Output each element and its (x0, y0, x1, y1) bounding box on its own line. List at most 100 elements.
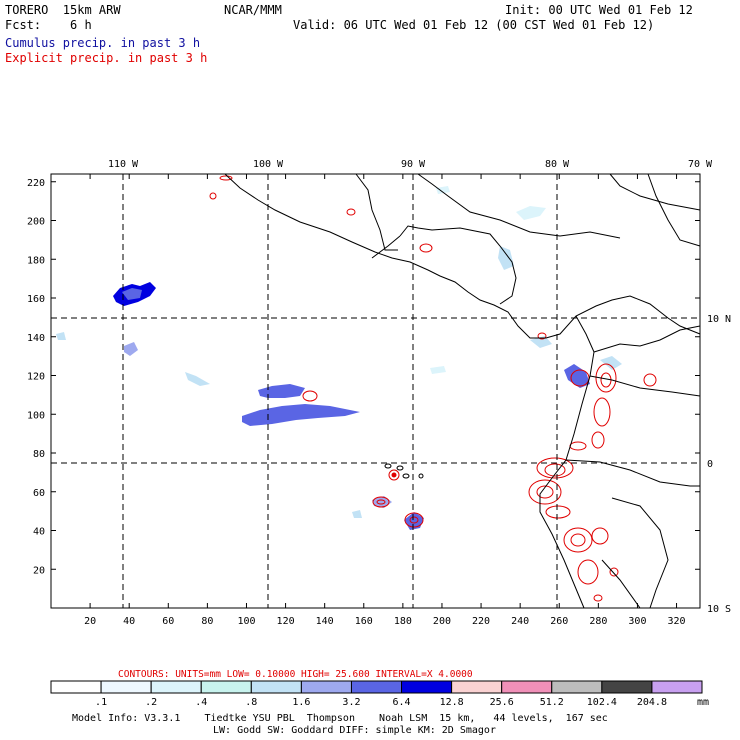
x-tick-label: 200 (433, 616, 451, 627)
cumulus-blob (258, 384, 305, 398)
explicit-contour (544, 463, 566, 477)
cumulus-blob (242, 404, 360, 426)
colorbar-label: 204.8 (637, 697, 667, 708)
model-physics: LW: Godd SW: Goddard DIFF: simple KM: 2D… (213, 725, 496, 736)
explicit-contour (570, 533, 586, 547)
init-time: Init: 00 UTC Wed 01 Feb 12 (505, 3, 693, 17)
explicit-contour (209, 192, 217, 200)
x-tick-label: 80 (201, 616, 213, 627)
cumulus-blob (124, 342, 138, 356)
x-tick-label: 40 (123, 616, 135, 627)
explicit-contour (372, 496, 390, 508)
explicit-contour (302, 390, 318, 402)
y-axis-ticks: 20 40 60 80 100 120 140 160 180 200 220 (27, 178, 700, 576)
forecast-hour: Fcst: 6 h (5, 18, 92, 32)
lat-label-10s: 10 S (707, 604, 731, 615)
explicit-contour (409, 516, 419, 524)
model-title: TORERO 15km ARW (5, 3, 121, 17)
contour-info: CONTOURS: UNITS=mm LOW= 0.10000 HIGH= 25… (118, 669, 473, 680)
lon-label-100w: 100 W (253, 159, 284, 170)
colorbar-swatch (50, 680, 102, 694)
valid-time: Valid: 06 UTC Wed 01 Feb 12 (00 CST Wed … (293, 18, 655, 32)
explicit-contour (609, 567, 619, 577)
explicit-contour (643, 373, 657, 387)
lat-label-0: 0 (707, 459, 713, 470)
explicit-legend-line: Explicit precip. in past 3 h (5, 51, 208, 65)
cumulus-blob (516, 206, 546, 220)
x-tick-label: 20 (84, 616, 96, 627)
colorbar-label: 102.4 (587, 697, 617, 708)
cumulus-blob (122, 288, 142, 300)
y-tick-label: 160 (27, 294, 45, 305)
explicit-contour (528, 479, 562, 505)
lon-label-110w: 110 W (108, 159, 139, 170)
cumulus-blob (564, 364, 590, 388)
lat-label-10n: 10 N (707, 314, 731, 325)
cumulus-blob (436, 186, 450, 194)
x-tick-label: 320 (668, 616, 686, 627)
cumulus-blob (352, 510, 362, 518)
x-tick-label: 240 (511, 616, 529, 627)
lon-label-80w: 80 W (545, 159, 570, 170)
colorbar-label: 25.6 (490, 697, 514, 708)
explicit-contour (577, 559, 599, 585)
cumulus-blob (185, 372, 210, 386)
colorbar-swatch (300, 680, 352, 694)
colorbar-swatch (501, 680, 553, 694)
explicit-contour (591, 431, 605, 449)
x-tick-label: 140 (316, 616, 334, 627)
explicit-contour (593, 397, 611, 427)
explicit-contour (595, 363, 617, 393)
cumulus-blob (430, 366, 446, 374)
colorbar-swatch (651, 680, 703, 694)
cumulus-blob (498, 246, 514, 270)
colorbar-label: .1 (95, 697, 107, 708)
explicit-contour (536, 457, 574, 479)
x-tick-label: 120 (277, 616, 295, 627)
y-tick-label: 60 (33, 488, 45, 499)
explicit-contour (591, 527, 609, 545)
explicit-contour (346, 208, 356, 216)
x-tick-label: 220 (472, 616, 490, 627)
lon-label-90w: 90 W (401, 159, 426, 170)
explicit-contour (388, 469, 400, 481)
x-tick-label: 60 (162, 616, 174, 627)
colorbar-swatch (451, 680, 503, 694)
y-tick-label: 20 (33, 565, 45, 576)
y-tick-label: 220 (27, 178, 45, 189)
explicit-contour (404, 512, 424, 528)
galapagos-islands (384, 463, 424, 479)
explicit-contour (376, 499, 386, 505)
cumulus-blob (530, 336, 552, 348)
colorbar-swatch (150, 680, 202, 694)
colorbar-label: 12.8 (440, 697, 464, 708)
colorbar-label: .4 (195, 697, 207, 708)
colorbar-label: 51.2 (540, 697, 564, 708)
cumulus-legend-line: Cumulus precip. in past 3 h (5, 36, 201, 50)
explicit-contour (419, 243, 433, 253)
center-label: NCAR/MMM (224, 3, 282, 17)
colorbar-label: 6.4 (393, 697, 411, 708)
explicit-contour (593, 594, 603, 602)
colorbar-swatch (551, 680, 603, 694)
explicit-contour (391, 472, 397, 478)
colorbar-swatch (401, 680, 453, 694)
colorbar-label: .2 (145, 697, 157, 708)
y-tick-label: 140 (27, 333, 45, 344)
explicit-contour (537, 332, 547, 340)
cumulus-blob (600, 356, 622, 370)
explicit-contour (545, 505, 571, 519)
x-tick-label: 300 (628, 616, 646, 627)
x-tick-label: 160 (355, 616, 373, 627)
colorbar-swatch (601, 680, 653, 694)
colorbar-swatch (350, 680, 403, 694)
x-tick-label: 280 (589, 616, 607, 627)
latlon-grid (51, 174, 700, 608)
explicit-contour (536, 485, 554, 499)
y-tick-label: 180 (27, 255, 45, 266)
colorbar-label: 3.2 (342, 697, 360, 708)
explicit-contour (563, 527, 593, 553)
colorbar-swatch (200, 680, 252, 694)
x-axis-ticks: 20 40 60 80 100 120 140 160 180 200 220 240 260 280 30… (84, 174, 686, 627)
y-tick-label: 40 (33, 527, 45, 538)
